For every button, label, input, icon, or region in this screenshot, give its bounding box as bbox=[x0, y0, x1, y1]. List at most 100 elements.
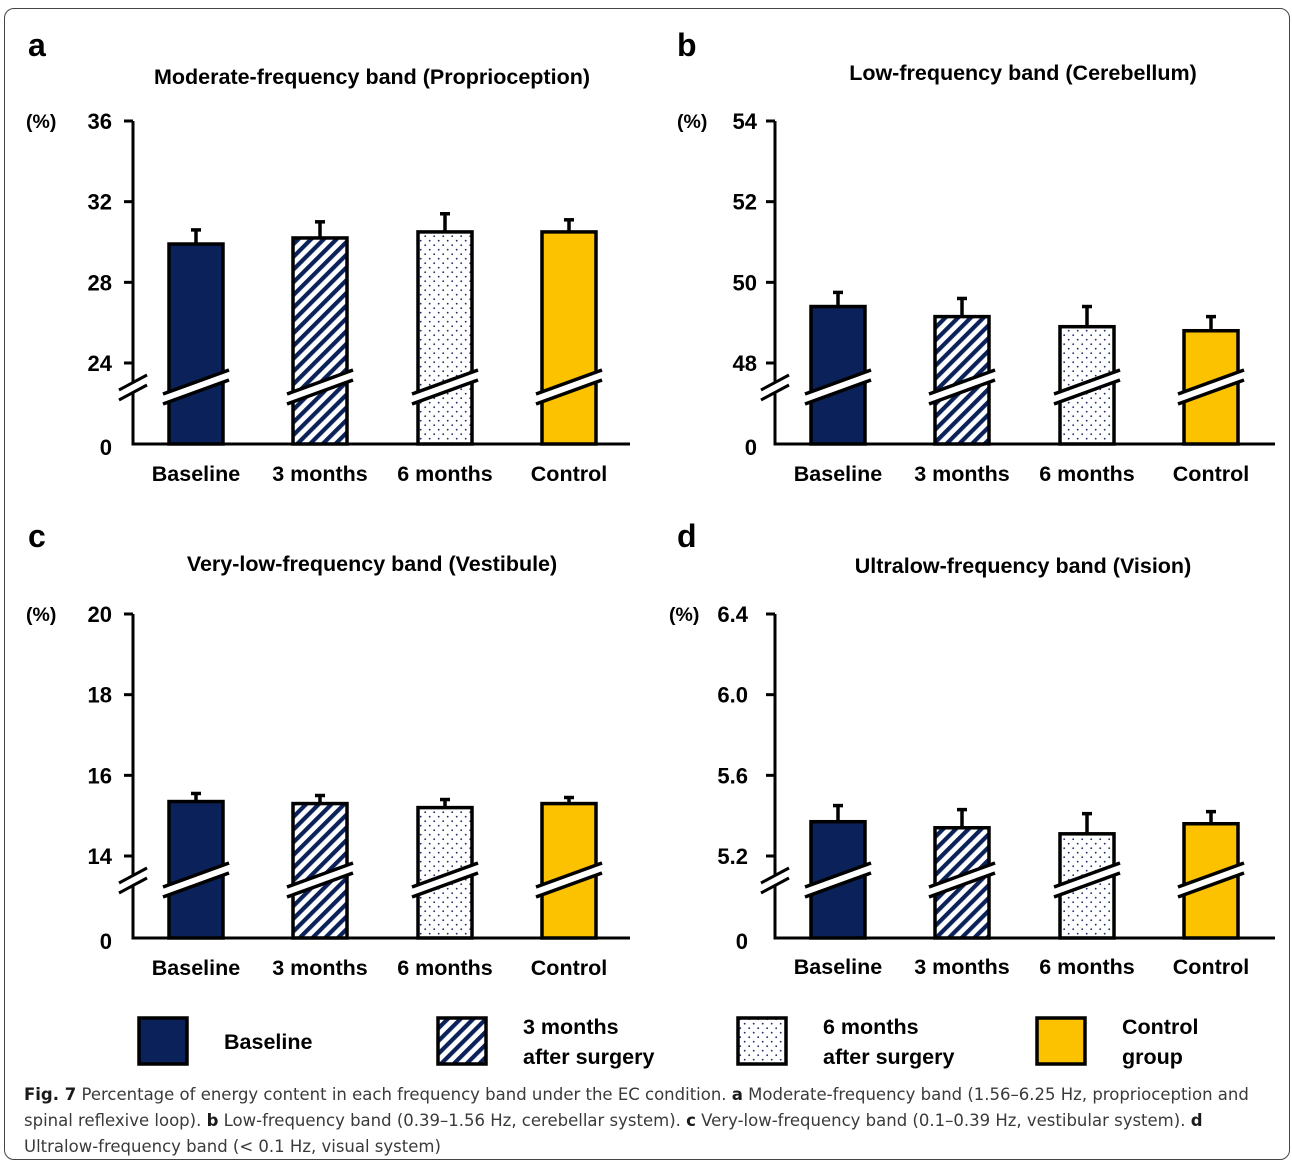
axis-break-line bbox=[760, 876, 790, 895]
y-tick-label: 14 bbox=[88, 844, 113, 869]
axis-break-gap bbox=[761, 868, 789, 893]
axis-break-line bbox=[804, 871, 872, 899]
axis-break-gap bbox=[163, 863, 229, 897]
legend-swatch-months6 bbox=[736, 1016, 788, 1066]
legend-label: Control bbox=[1122, 1015, 1198, 1039]
figure-frame bbox=[4, 8, 1290, 1160]
caption-text-b: Low-frequency band (0.39–1.56 Hz, cerebe… bbox=[218, 1111, 687, 1130]
x-tick-label-months6: 6 months bbox=[397, 956, 493, 980]
axis-break-line bbox=[928, 378, 996, 406]
legend-label: after surgery bbox=[523, 1045, 654, 1069]
chart-panel-d: d Ultralow-frequency band (Vision) (%) 5.2 5… bbox=[669, 518, 1275, 979]
y-tick-label: 50 bbox=[733, 270, 757, 295]
axis-break-line bbox=[286, 368, 354, 396]
y-tick-label: 18 bbox=[88, 683, 112, 708]
axis-break-gap bbox=[119, 868, 147, 893]
chart-title: Low-frequency band (Cerebellum) bbox=[849, 61, 1197, 85]
y-tick-label: 16 bbox=[88, 763, 112, 788]
legend-item-baseline: Baseline bbox=[137, 1016, 312, 1066]
figure-charts: a Moderate-frequency band (Proprioception… bbox=[26, 27, 1275, 1069]
y-tick-label-zero: 0 bbox=[100, 435, 112, 460]
axis-break-gap bbox=[805, 863, 871, 897]
x-tick-label-months6: 6 months bbox=[397, 462, 493, 486]
axis-break-line bbox=[118, 876, 148, 895]
axis-break-line bbox=[535, 871, 603, 899]
axis-break-gap bbox=[805, 370, 871, 404]
y-tick-label: 24 bbox=[88, 351, 113, 376]
legend-label: Baseline bbox=[224, 1030, 312, 1054]
y-tick-label-zero: 0 bbox=[745, 435, 757, 460]
axis-break-line bbox=[760, 373, 790, 392]
x-tick-label-baseline: Baseline bbox=[794, 462, 882, 486]
x-tick-label-control: Control bbox=[531, 956, 607, 980]
axis-break-line bbox=[1053, 871, 1121, 899]
axis-break-line bbox=[1053, 861, 1121, 889]
axis-break-line bbox=[411, 378, 479, 406]
panel-letter: d bbox=[677, 518, 697, 554]
axis-break-line bbox=[118, 866, 148, 885]
axis-break-line bbox=[928, 861, 996, 889]
caption-text-a: Moderate-frequency band (1.56–6.25 Hz, p… bbox=[24, 1085, 1249, 1130]
y-tick-label-zero: 0 bbox=[736, 929, 748, 954]
y-axis-unit-label: (%) bbox=[677, 111, 707, 133]
bar-baseline bbox=[167, 242, 225, 446]
axis-break-line bbox=[286, 871, 354, 899]
y-tick-label: 28 bbox=[88, 270, 112, 295]
axis-break-line bbox=[1053, 368, 1121, 396]
figure-caption: Fig. 7 Percentage of energy content in e… bbox=[24, 1082, 1272, 1160]
legend-swatch-months3 bbox=[436, 1016, 488, 1066]
axis-break-line bbox=[411, 871, 479, 899]
axis-break-gap bbox=[1054, 863, 1120, 897]
y-tick-label: 54 bbox=[733, 109, 758, 134]
axis-break-gap bbox=[163, 370, 229, 404]
y-axis-unit-label: (%) bbox=[26, 604, 56, 626]
y-axis-unit-label: (%) bbox=[26, 111, 56, 133]
x-tick-label-baseline: Baseline bbox=[152, 462, 240, 486]
panel-letter: b bbox=[677, 27, 697, 63]
y-tick-label: 52 bbox=[733, 190, 757, 215]
x-tick-label-months6: 6 months bbox=[1039, 955, 1135, 979]
axis-break-line bbox=[286, 861, 354, 889]
axis-break-line bbox=[118, 373, 148, 392]
axis-break-line bbox=[804, 368, 872, 396]
axis-break-line bbox=[535, 368, 603, 396]
caption-letter-b: b bbox=[206, 1111, 219, 1130]
axis-break-gap bbox=[119, 375, 147, 400]
axis-break-gap bbox=[761, 375, 789, 400]
axis-break-gap bbox=[287, 863, 353, 897]
chart-title: Very-low-frequency band (Vestibule) bbox=[187, 552, 557, 576]
axis-break-line bbox=[928, 871, 996, 899]
axis-break-gap bbox=[412, 370, 478, 404]
axis-break-line bbox=[162, 871, 230, 899]
axis-break-line bbox=[162, 861, 230, 889]
legend-label: 3 months bbox=[523, 1015, 619, 1039]
legend: Baseline 3 months after surgery 6 months aft… bbox=[137, 1015, 1198, 1069]
chart-title: Moderate-frequency band (Proprioception) bbox=[154, 65, 590, 89]
bar-months3 bbox=[291, 236, 349, 446]
x-tick-label-control: Control bbox=[531, 462, 607, 486]
legend-item-months3: 3 months after surgery bbox=[436, 1015, 654, 1069]
chart-title: Ultralow-frequency band (Vision) bbox=[855, 554, 1191, 578]
axis-break-gap bbox=[536, 863, 602, 897]
x-tick-label-months3: 3 months bbox=[272, 956, 368, 980]
axis-break-gap bbox=[287, 370, 353, 404]
legend-label: after surgery bbox=[823, 1045, 954, 1069]
y-tick-label: 36 bbox=[88, 109, 112, 134]
axis-break-gap bbox=[929, 370, 995, 404]
panel-letter: a bbox=[28, 27, 46, 63]
x-tick-label-months3: 3 months bbox=[914, 462, 1010, 486]
caption-letter-c: c bbox=[686, 1111, 696, 1130]
y-tick-label: 6.0 bbox=[717, 683, 748, 708]
axis-break-gap bbox=[929, 863, 995, 897]
axis-break-gap bbox=[412, 863, 478, 897]
axis-break-line bbox=[760, 383, 790, 402]
chart-panel-c: c Very-low-frequency band (Vestibule) (%) 1… bbox=[26, 518, 630, 980]
bar-months6 bbox=[416, 230, 474, 446]
x-tick-label-months3: 3 months bbox=[272, 462, 368, 486]
y-axis-unit-label: (%) bbox=[669, 604, 699, 626]
axis-break-line bbox=[928, 368, 996, 396]
axis-break-gap bbox=[536, 370, 602, 404]
legend-item-control: Control group bbox=[1035, 1015, 1198, 1069]
caption-letter-a: a bbox=[731, 1085, 743, 1104]
axis-break-line bbox=[286, 378, 354, 406]
